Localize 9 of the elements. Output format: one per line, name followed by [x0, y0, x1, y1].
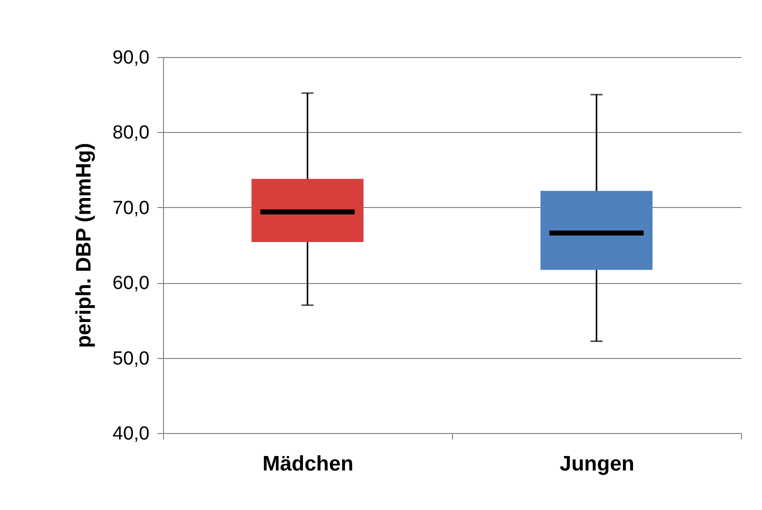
x-tick-label: Jungen [560, 452, 634, 476]
y-tick-label: 40,0 [112, 424, 150, 444]
y-tick-label: 50,0 [112, 348, 150, 370]
y-tick-label: 70,0 [112, 198, 150, 219]
y-tick-label: 90,0 [112, 48, 150, 68]
y-tick-label: 60,0 [112, 273, 150, 294]
y-tick-label: 80,0 [112, 122, 150, 144]
x-tick-label: Mädchen [262, 452, 354, 476]
y-axis-title: periph. DBP (mmHg) [72, 143, 96, 348]
